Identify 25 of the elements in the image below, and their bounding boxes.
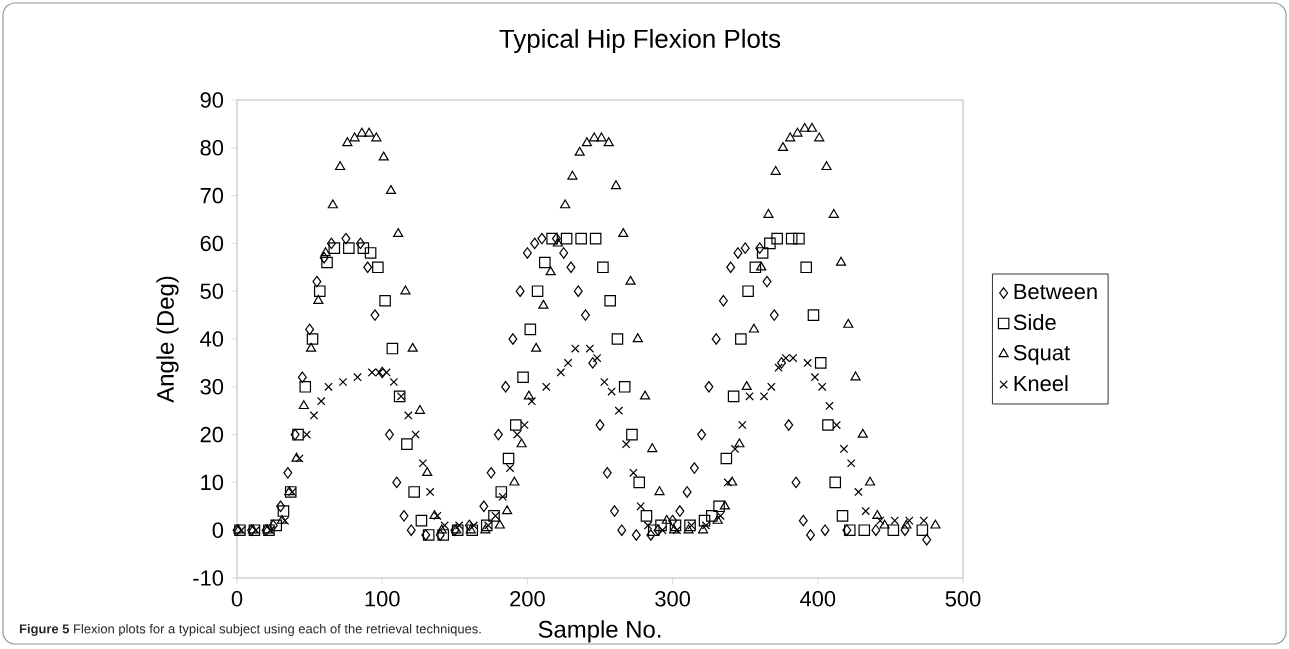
y-tick-label: 10 [201, 474, 224, 491]
legend-label: Squat [1013, 344, 1070, 365]
y-tick-label: 60 [200, 235, 224, 252]
y-tick-label: 30 [200, 378, 224, 395]
x-tick-label: 200 [510, 590, 545, 607]
text: Figure 5 Flexion plots for a typical subject using each of the retrieval techniques. [19, 623, 481, 636]
chart-title: Typical Hip Flexion Plots [499, 28, 781, 53]
y-tick-label: -10 [193, 570, 224, 586]
legend-label: Kneel [1014, 375, 1068, 392]
y-tick-label: 80 [200, 139, 224, 156]
x-tick-label: 100 [365, 590, 400, 607]
x-tick-label: 300 [655, 590, 691, 607]
x-tick-label: 500 [945, 590, 981, 607]
y-tick-label: 0 [212, 522, 224, 538]
y-tick-label: 90 [200, 92, 224, 108]
x-axis-title: Sample No. [538, 620, 661, 643]
y-tick-label: 50 [200, 283, 224, 299]
y-axis-title: Angle (Deg) [156, 276, 179, 403]
y-tick-label: 70 [200, 187, 224, 204]
y-tick-label: 20 [200, 426, 224, 443]
legend-label: Between [1014, 283, 1097, 300]
x-tick-label: 400 [800, 590, 836, 607]
x-tick-label: 0 [231, 590, 243, 607]
y-tick-label: 40 [200, 331, 224, 347]
legend-label: Side [1013, 313, 1056, 331]
